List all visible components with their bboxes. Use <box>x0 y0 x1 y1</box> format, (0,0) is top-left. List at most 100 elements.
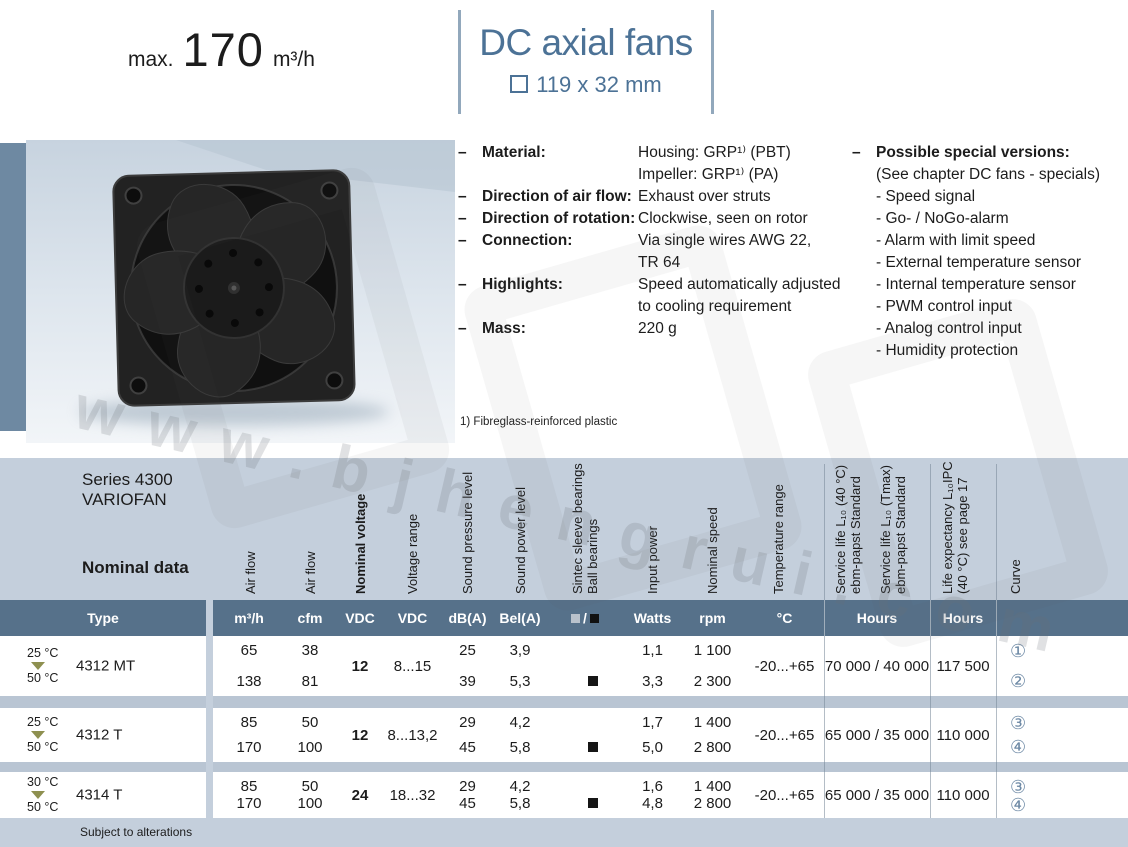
type-name: 4312 MT <box>76 657 136 675</box>
type-cell: 25 °C 50 °C 4312 T <box>0 708 206 762</box>
spec-mass: – Mass: 220 g <box>458 318 852 340</box>
spec-value-line: Impeller: GRP¹⁾ (PA) <box>638 166 779 183</box>
special-versions-heading: – Possible special versions: <box>852 142 1128 164</box>
unit-vdc: VDC <box>345 610 375 626</box>
bullet: – <box>458 276 467 293</box>
spec-rotation-direction: – Direction of rotation: Clockwise, seen… <box>458 208 852 230</box>
spec-highlights: – Highlights: Speed automatically adjust… <box>458 274 852 318</box>
special-versions-title: Possible special versions: <box>876 144 1070 161</box>
bullet: – <box>458 320 467 337</box>
sound-power-cell: 3,9 5,3 <box>509 642 531 690</box>
service-life-cell: 65 000 / 35 000 <box>824 726 930 744</box>
spec-value: 220 g <box>638 320 677 337</box>
row-separator <box>0 762 1128 772</box>
temp-bottom: 50 °C <box>27 740 59 754</box>
unit-bela: Bel(A) <box>499 610 541 626</box>
sound-power-cell: 4,2 5,8 <box>509 714 531 756</box>
table-row-4312t: 25 °C 50 °C 4312 T 85 170 50 100 12 8...13… <box>0 708 1128 762</box>
life-expectancy-cell: 117 500 <box>936 657 990 675</box>
col-label-bearings: Sintec sleeve bearings Ball bearings <box>570 463 600 594</box>
sound-pressure-cell: 29 45 <box>459 778 476 812</box>
airflow-m3h-cell: 85 170 <box>236 778 262 812</box>
bearing-cell <box>545 636 625 696</box>
fan-image <box>26 140 455 443</box>
column-divider <box>824 464 825 818</box>
col-label-input-power: Input power <box>645 526 660 594</box>
type-name: 4312 T <box>76 726 123 744</box>
unit-cfm: cfm <box>297 610 323 626</box>
table-units-band: Type m³/h cfm VDC VDC dB(A) Bel(A) / Wat… <box>0 600 1128 636</box>
col-label-voltage-range: Voltage range <box>405 513 420 594</box>
page-title: DC axial fans <box>479 22 693 63</box>
spec-value-line: TR 64 <box>638 254 681 271</box>
spec-value-line: to cooling requirement <box>638 298 792 315</box>
col-label-sound-power: Sound power level <box>513 487 528 594</box>
column-gap <box>206 600 213 818</box>
spec-value: Clockwise, seen on rotor <box>638 210 808 227</box>
special-versions: – Possible special versions: (See chapte… <box>852 142 1128 362</box>
col-label-nominal-speed: Nominal speed <box>705 507 720 594</box>
special-version-item: - Alarm with limit speed <box>876 232 1036 249</box>
temperature-labels: 25 °C 50 °C <box>27 715 71 755</box>
col-label-curve: Curve <box>1008 559 1023 594</box>
spec-list: – Material: Housing: GRP¹⁾ (PBT) Impelle… <box>458 142 852 340</box>
bullet: – <box>458 232 467 249</box>
bearing-cell <box>545 772 625 818</box>
special-version-item: - Analog control input <box>876 320 1022 337</box>
title-block: DC axial fans 119 x 32 mm <box>458 10 714 114</box>
spec-value: Speed automatically adjusted to cooling … <box>638 274 852 318</box>
col-label-air-flow-cfm: Air flow <box>303 551 318 594</box>
temp-top: 25 °C <box>27 715 59 729</box>
table-footer-band: Subject to alterations <box>0 818 1128 847</box>
bullet: – <box>458 144 467 161</box>
column-divider <box>996 600 997 636</box>
series-line2: VARIOFAN <box>82 490 167 509</box>
col-label-air-flow-m3h: Air flow <box>243 551 258 594</box>
input-power-cell: 1,7 5,0 <box>642 714 663 756</box>
col-label-service-life-40c: Service life L₁₀ (40 °C) ebm-papst Standa… <box>833 464 863 594</box>
spec-value-line: Housing: GRP¹⁾ (PBT) <box>638 144 791 161</box>
unit-degc: °C <box>776 610 793 626</box>
spec-label: Direction of air flow: <box>482 188 632 205</box>
special-version-item: - PWM control input <box>876 298 1013 315</box>
size-value: 119 x 32 mm <box>536 72 662 97</box>
triangle-down-icon <box>31 791 45 799</box>
voltage-range-cell: 18...32 <box>389 786 436 804</box>
temp-bottom: 50 °C <box>27 671 59 685</box>
spec-value: Via single wires AWG 22, TR 64 <box>638 230 852 274</box>
airflow-m3h-cell: 85 170 <box>236 714 262 756</box>
type-cell: 25 °C 50 °C 4312 MT <box>0 636 206 696</box>
alterations-note: Subject to alterations <box>80 825 193 839</box>
unit-rpm: rpm <box>699 610 726 626</box>
voltage-cell: 12 <box>351 657 369 675</box>
spec-value: Housing: GRP¹⁾ (PBT) Impeller: GRP¹⁾ (PA… <box>638 142 852 186</box>
row-separator <box>0 696 1128 708</box>
temp-top: 30 °C <box>27 775 59 789</box>
temp-top: 25 °C <box>27 646 59 660</box>
table-row-4312mt: 25 °C 50 °C 4312 MT 65 138 38 81 12 8...15… <box>0 636 1128 696</box>
unit-vdc-range: VDC <box>397 610 428 626</box>
temp-range-cell: -20...+65 <box>754 657 815 675</box>
spec-value-line: Speed automatically adjusted <box>638 276 841 293</box>
spec-material: – Material: Housing: GRP¹⁾ (PBT) Impelle… <box>458 142 852 186</box>
speed-cell: 1 100 2 300 <box>693 642 732 690</box>
airflow-cfm-cell: 38 81 <box>301 642 319 690</box>
max-airflow-value: 170 <box>182 23 264 76</box>
nominal-data-table: Series 4300 VARIOFAN Nominal data Air fl… <box>0 458 1128 847</box>
spec-label: Mass: <box>482 320 526 337</box>
service-life-cell: 65 000 / 35 000 <box>824 786 930 804</box>
ball-bearing-icon <box>589 613 599 623</box>
spec-connection: – Connection: Via single wires AWG 22, T… <box>458 230 852 274</box>
series-line1: Series 4300 <box>82 470 173 489</box>
triangle-down-icon <box>31 662 45 670</box>
series-title: Series 4300 VARIOFAN <box>82 470 173 510</box>
legend-separator: / <box>583 610 587 626</box>
airflow-cfm-cell: 50 100 <box>297 778 323 812</box>
bearings-legend: / <box>545 600 625 636</box>
unit-dba: dB(A) <box>448 610 487 626</box>
sound-pressure-cell: 25 39 <box>459 642 476 690</box>
speed-cell: 1 400 2 800 <box>693 714 732 756</box>
